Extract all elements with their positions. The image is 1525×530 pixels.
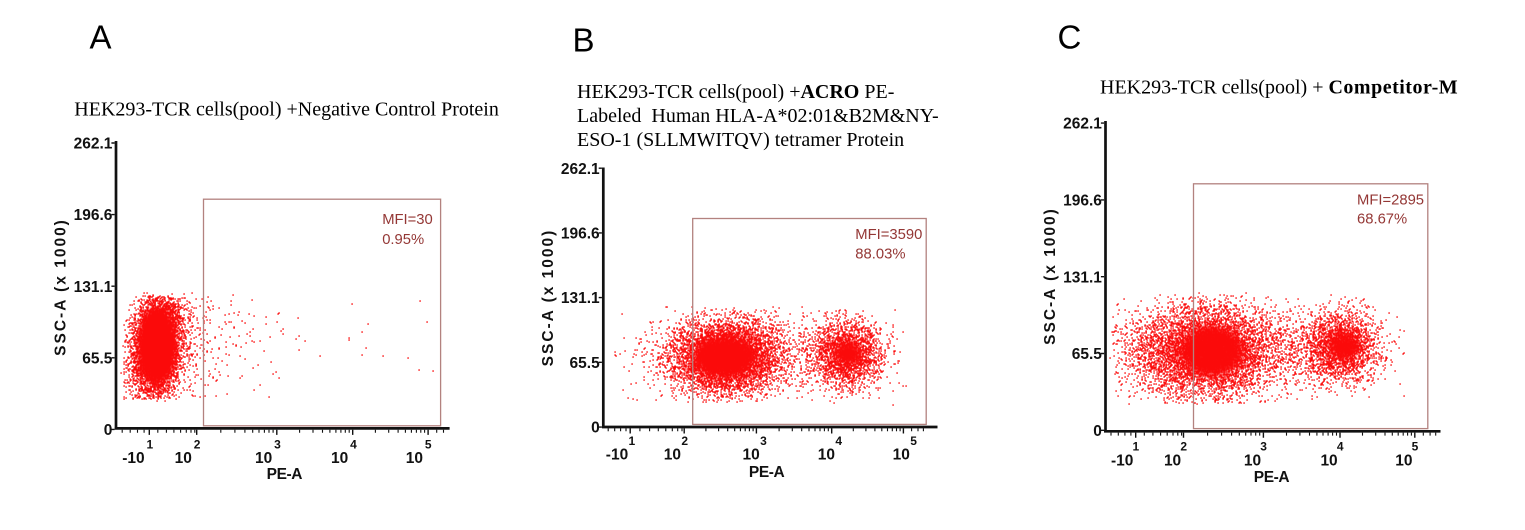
svg-text:HEK293-TCR cells(pool) +Negati: HEK293-TCR cells(pool) +Negative Control… — [74, 99, 499, 121]
svg-text:HEK293-TCR cells(pool) + Compe: HEK293-TCR cells(pool) + Competitor-M — [1100, 77, 1458, 99]
svg-text:10: 10 — [893, 446, 910, 463]
svg-text:SSC-A (x 1000): SSC-A (x 1000) — [1042, 207, 1059, 345]
svg-text:A: A — [90, 19, 112, 56]
svg-text:196.6: 196.6 — [561, 226, 600, 243]
svg-text:10: 10 — [255, 450, 272, 467]
svg-text:1: 1 — [1133, 440, 1140, 454]
svg-text:10: 10 — [1320, 453, 1337, 470]
svg-text:131.1: 131.1 — [561, 290, 600, 307]
svg-text:196.6: 196.6 — [1063, 193, 1102, 210]
svg-text:65.5: 65.5 — [570, 355, 601, 372]
svg-text:PE-A: PE-A — [1254, 469, 1290, 486]
svg-text:3: 3 — [760, 434, 767, 448]
svg-text:10: 10 — [175, 450, 192, 467]
svg-text:2: 2 — [681, 434, 688, 448]
svg-text:SSC-A (x 1000): SSC-A (x 1000) — [53, 218, 70, 356]
svg-text:10: 10 — [664, 446, 681, 463]
svg-text:MFI=3590: MFI=3590 — [855, 227, 922, 243]
svg-text:262.1: 262.1 — [1063, 116, 1102, 133]
svg-text:3: 3 — [274, 438, 281, 452]
svg-text:Labeled Human HLA-A*02:01&B2M: Labeled Human HLA-A*02:01&B2M&NY- — [577, 105, 939, 127]
svg-text:5: 5 — [425, 438, 432, 452]
svg-text:PE-A: PE-A — [267, 466, 303, 483]
svg-text:1: 1 — [146, 438, 153, 452]
svg-text:4: 4 — [1337, 440, 1344, 454]
svg-text:10: 10 — [406, 450, 423, 467]
svg-text:10: 10 — [1244, 453, 1261, 470]
svg-text:-10: -10 — [1111, 453, 1133, 470]
svg-text:C: C — [1058, 19, 1082, 56]
svg-text:68.67%: 68.67% — [1357, 212, 1407, 228]
svg-text:4: 4 — [350, 438, 357, 452]
svg-text:0: 0 — [104, 422, 113, 439]
svg-text:SSC-A (x 1000): SSC-A (x 1000) — [540, 229, 557, 367]
svg-text:5: 5 — [910, 434, 917, 448]
svg-text:3: 3 — [1260, 440, 1267, 454]
svg-text:262.1: 262.1 — [561, 161, 600, 178]
svg-text:MFI=2895: MFI=2895 — [1357, 192, 1424, 208]
svg-text:2: 2 — [194, 438, 201, 452]
svg-text:262.1: 262.1 — [74, 136, 113, 153]
svg-text:4: 4 — [835, 434, 842, 448]
svg-text:10: 10 — [818, 446, 835, 463]
svg-text:MFI=30: MFI=30 — [382, 212, 433, 228]
svg-text:0: 0 — [591, 420, 600, 437]
svg-text:131.1: 131.1 — [74, 279, 113, 296]
svg-text:65.5: 65.5 — [82, 350, 113, 367]
svg-text:131.1: 131.1 — [1063, 269, 1102, 286]
svg-text:HEK293-TCR cells(pool) +ACRO P: HEK293-TCR cells(pool) +ACRO PE- — [577, 81, 894, 103]
svg-text:PE-A: PE-A — [749, 464, 785, 481]
svg-text:0: 0 — [1093, 423, 1102, 440]
svg-text:10: 10 — [331, 450, 348, 467]
svg-text:B: B — [573, 22, 595, 59]
svg-text:65.5: 65.5 — [1072, 346, 1103, 363]
svg-text:-10: -10 — [606, 446, 628, 463]
svg-text:196.6: 196.6 — [74, 207, 113, 224]
svg-text:0.95%: 0.95% — [382, 232, 424, 248]
svg-text:-10: -10 — [122, 450, 144, 467]
svg-text:10: 10 — [1395, 453, 1412, 470]
svg-text:2: 2 — [1180, 440, 1187, 454]
svg-text:5: 5 — [1412, 440, 1419, 454]
svg-text:1: 1 — [629, 434, 636, 448]
svg-text:88.03%: 88.03% — [855, 247, 905, 263]
svg-text:ESO-1 (SLLMWITQV) tetramer Pro: ESO-1 (SLLMWITQV) tetramer Protein — [577, 129, 904, 151]
svg-text:10: 10 — [743, 446, 760, 463]
svg-text:10: 10 — [1164, 453, 1181, 470]
